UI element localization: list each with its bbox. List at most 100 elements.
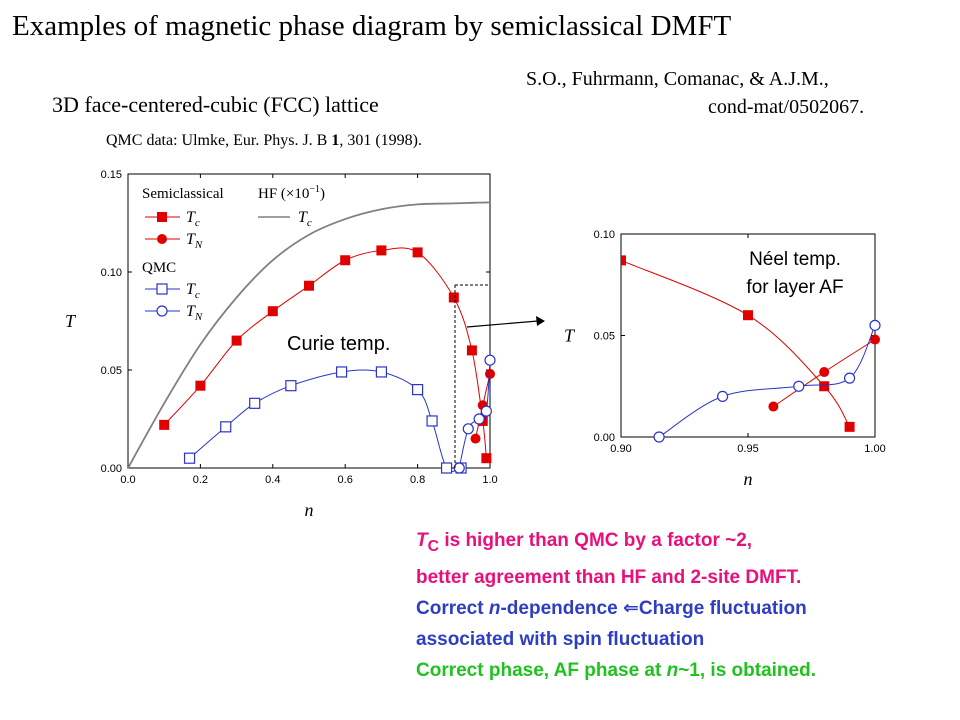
legend-marker-qmc-tc bbox=[156, 283, 168, 295]
legend-qmc: QMC bbox=[142, 260, 176, 276]
point-qmc-tn bbox=[473, 413, 485, 425]
point-qmc-tc bbox=[412, 384, 424, 396]
inset-phase-diagram: 0.90 0.95 1.00 0.00 0.05 0.10 n T bbox=[564, 229, 886, 489]
point-semiclassical-tc bbox=[743, 310, 753, 321]
x-tick-label: 1.0 bbox=[482, 474, 497, 486]
zoom-arrow bbox=[466, 316, 545, 328]
point-semiclassical-tn bbox=[485, 368, 495, 379]
qmc-prefix: QMC data: Ulmke, Eur. Phys. J. B bbox=[106, 132, 332, 149]
point-qmc-tn bbox=[453, 462, 465, 474]
plot-frame bbox=[127, 173, 491, 469]
conclusion-line-5a: Correct phase, AF phase at bbox=[416, 659, 667, 681]
implies-arrow-icon: ⇐ bbox=[622, 597, 639, 619]
series-line-hf-tc-x10-1 bbox=[128, 201, 491, 469]
legend-semi-tn: TN bbox=[186, 231, 203, 251]
conclusion-line-5b: ~1, is obtained. bbox=[678, 659, 816, 681]
y-tick-label: 0.10 bbox=[101, 267, 122, 279]
point-semiclassical-tn bbox=[819, 367, 830, 378]
legend-hf-label: HF (×10 bbox=[258, 186, 309, 202]
point-qmc-tn bbox=[793, 380, 805, 392]
point-qmc-tc bbox=[183, 452, 196, 464]
x-tick-label: 0.2 bbox=[193, 474, 208, 486]
conclusion-line-3b: -dependence bbox=[500, 597, 623, 619]
neel-annotation-line2: for layer AF bbox=[746, 277, 843, 298]
point-semiclassical-tn bbox=[470, 433, 481, 444]
point-semiclassical-tc bbox=[412, 247, 423, 258]
y-tick-label: 0.05 bbox=[101, 365, 122, 377]
point-semiclassical-tc bbox=[819, 381, 830, 392]
qmc-suffix: , 301 (1998). bbox=[339, 132, 422, 149]
y-tick-label: 0.00 bbox=[101, 463, 122, 475]
point-semiclassical-tc bbox=[448, 292, 459, 303]
legend-semiclassical: Semiclassical bbox=[142, 186, 224, 202]
x-tick-label: 0.95 bbox=[737, 443, 758, 455]
series-line-semiclassical-tc bbox=[621, 259, 851, 428]
neel-annotation-line1: Néel temp. bbox=[749, 249, 841, 270]
conclusion-line-3a: Correct bbox=[416, 597, 489, 619]
conclusion-line-3c: Charge fluctuation bbox=[638, 597, 807, 619]
lattice-label: 3D face-centered-cubic (FCC) lattice bbox=[52, 92, 379, 117]
legend-hf-close: ) bbox=[320, 186, 325, 202]
point-semiclassical-tc bbox=[844, 421, 855, 432]
legend-qmc-tn-sub: N bbox=[194, 311, 203, 323]
point-qmc-tc bbox=[220, 421, 232, 433]
point-semiclassical-tc bbox=[481, 453, 492, 464]
legend-hf-tc: Tc bbox=[298, 209, 312, 229]
legend-marker-semi-tn bbox=[157, 234, 167, 244]
legend-semi-tn-sub: N bbox=[194, 239, 203, 251]
legend-semi-tn-T: T bbox=[186, 231, 196, 248]
x-axis-label: n bbox=[744, 469, 753, 489]
main-phase-diagram: 0.0 0.2 0.4 0.6 0.8 1.0 0.00 0.05 0.10 0.15 n T bbox=[65, 169, 498, 520]
reference-arxiv: cond-mat/0502067. bbox=[708, 96, 865, 118]
neel-annotation-bg bbox=[728, 240, 862, 302]
x-tick-label: 0.6 bbox=[338, 474, 353, 486]
point-qmc-tn bbox=[484, 354, 496, 366]
legend-hf-tc-sub: c bbox=[307, 217, 312, 229]
point-qmc-tc bbox=[335, 366, 348, 378]
series-group bbox=[621, 255, 881, 443]
qmc-citation: QMC data: Ulmke, Eur. Phys. J. B 1, 301 … bbox=[106, 132, 422, 150]
y-axis-label: T bbox=[564, 326, 576, 346]
point-qmc-tc bbox=[249, 397, 261, 409]
zoom-indicator bbox=[454, 284, 489, 468]
x-axis-label: n bbox=[305, 500, 314, 520]
point-semiclassical-tn bbox=[870, 334, 880, 345]
series-line-qmc-tn bbox=[658, 325, 876, 438]
point-qmc-tn bbox=[462, 423, 474, 435]
y-tick-label: 0.05 bbox=[594, 331, 615, 343]
legend-semi-tc-sub: c bbox=[195, 217, 200, 229]
point-qmc-tn bbox=[843, 372, 856, 384]
point-qmc-tc bbox=[440, 462, 453, 474]
legend-qmc-tc-sub: c bbox=[195, 289, 200, 301]
legend-marker-semi-tc bbox=[157, 212, 167, 222]
point-semiclassical-tc bbox=[304, 280, 314, 291]
y-tick-label: 0.10 bbox=[594, 229, 615, 241]
point-semiclassical-tc bbox=[159, 419, 170, 430]
legend-marker-qmc-tn bbox=[156, 305, 168, 317]
legend-qmc-tn-T: T bbox=[186, 303, 196, 320]
legend: Semiclassical HF (×10−1) Tc Tc TN QMC Tc… bbox=[142, 184, 325, 323]
legend-semi-tc: Tc bbox=[186, 209, 200, 229]
x-tick-label: 1.00 bbox=[864, 443, 885, 455]
reference-authors: S.O., Fuhrmann, Comanac, & A.J.M., bbox=[526, 68, 829, 90]
legend-hf-tc-T: T bbox=[298, 209, 308, 226]
legend-hf: HF (×10−1) bbox=[258, 184, 325, 202]
legend-hf-exp: −1 bbox=[309, 184, 320, 195]
series-group bbox=[128, 201, 496, 474]
point-semiclassical-tc bbox=[621, 255, 626, 266]
curie-annotation: Curie temp. bbox=[287, 333, 390, 355]
point-semiclassical-tc bbox=[466, 345, 477, 356]
point-qmc-tn bbox=[869, 319, 881, 331]
conclusion-line-1: TC is higher than QMC by a factor ~2, bbox=[416, 525, 816, 562]
legend-qmc-tc-T: T bbox=[186, 281, 196, 298]
point-qmc-tc bbox=[285, 380, 297, 392]
legend-semi-tc-T: T bbox=[186, 209, 196, 226]
point-qmc-tn bbox=[480, 405, 492, 417]
conclusion-tc-symbol: T bbox=[416, 530, 428, 551]
point-semiclassical-tc bbox=[231, 335, 242, 346]
qmc-volume: 1 bbox=[331, 132, 340, 149]
conclusion-line-1-text: is higher than QMC by a factor ~2, bbox=[439, 530, 753, 551]
legend-qmc-tn: TN bbox=[186, 303, 203, 323]
point-semiclassical-tc bbox=[340, 255, 351, 266]
